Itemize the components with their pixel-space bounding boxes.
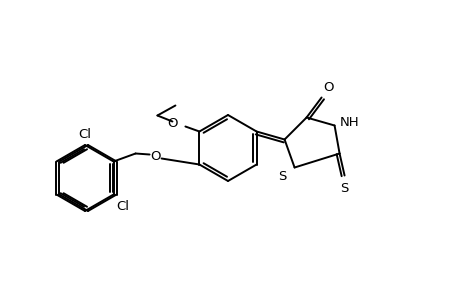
Text: O: O xyxy=(167,117,177,130)
Text: S: S xyxy=(278,170,286,184)
Text: Cl: Cl xyxy=(78,128,91,141)
Text: NH: NH xyxy=(339,116,358,129)
Text: O: O xyxy=(150,150,161,163)
Text: S: S xyxy=(340,182,348,194)
Text: O: O xyxy=(323,80,333,94)
Text: Cl: Cl xyxy=(116,200,129,212)
